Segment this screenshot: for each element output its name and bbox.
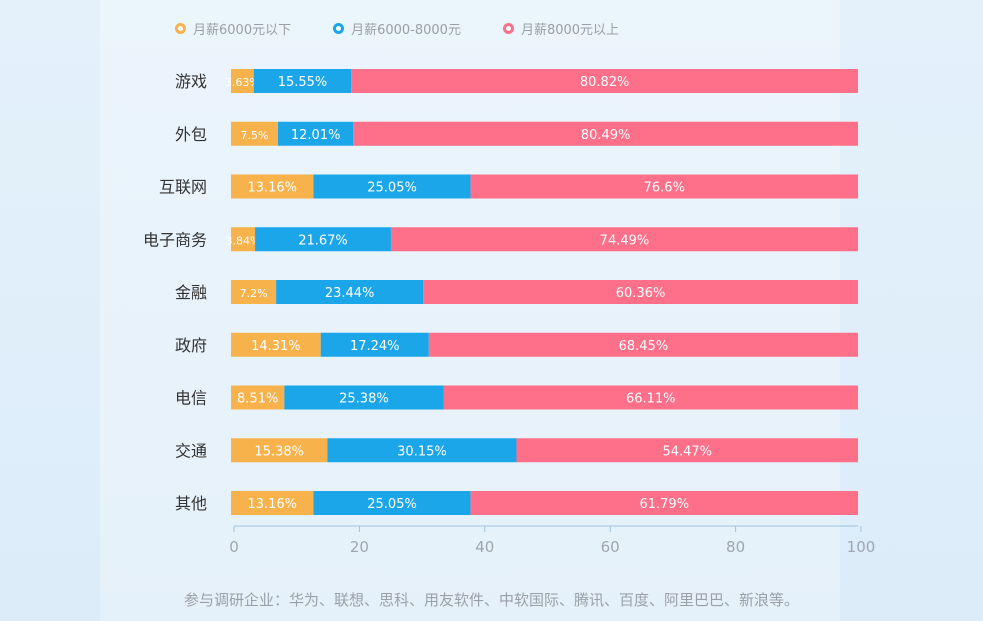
bar-segment[interactable]: [231, 227, 256, 252]
bar-segment[interactable]: [470, 491, 858, 515]
bar-segment[interactable]: [351, 69, 858, 93]
bar-segment[interactable]: [255, 227, 391, 252]
category-label: 其他: [175, 494, 207, 513]
bar-segment[interactable]: [470, 174, 858, 199]
category-label: 电信: [175, 389, 207, 408]
x-tick-label: 0: [229, 538, 239, 556]
bar-value-label: 17.24%: [350, 339, 400, 354]
bar-segment[interactable]: [231, 332, 321, 357]
bar-value-label: 3.84%: [226, 234, 261, 247]
bar-value-label: 21.67%: [298, 233, 348, 248]
bar-segment[interactable]: [276, 280, 424, 304]
bar-value-label: 25.38%: [339, 392, 389, 407]
bar-value-label: 13.16%: [247, 181, 297, 196]
bar-value-label: 15.55%: [278, 75, 328, 90]
category-label: 游戏: [175, 72, 207, 91]
bar-value-label: 25.05%: [367, 181, 417, 196]
legend-item-2[interactable]: 月薪8000元以上: [502, 19, 620, 38]
chart-panel: [100, 0, 840, 621]
bar-value-label: 25.05%: [367, 497, 417, 512]
bar-value-label: 60.36%: [616, 286, 666, 301]
legend-marker: [502, 22, 514, 34]
category-label: 交通: [175, 441, 207, 460]
x-tick-label: 40: [475, 538, 494, 556]
bar-segment[interactable]: [231, 438, 328, 463]
bar-value-label: 74.49%: [600, 233, 650, 248]
bar-value-label: 54.47%: [662, 444, 712, 459]
bar-segment[interactable]: [313, 174, 471, 199]
bar-segment[interactable]: [327, 438, 517, 463]
bar-segment[interactable]: [428, 332, 858, 357]
bar-segment[interactable]: [320, 332, 429, 357]
legend-marker: [333, 22, 345, 34]
bar-value-label: 12.01%: [291, 128, 341, 143]
legend-marker: [175, 22, 186, 34]
legend-label: 月薪6000-8000元: [351, 22, 461, 38]
category-label: 政府: [175, 336, 207, 355]
category-label: 电子商务: [143, 230, 207, 249]
bar-segment[interactable]: [278, 121, 354, 146]
x-tick-label: 100: [847, 538, 876, 556]
bar-segment[interactable]: [313, 491, 471, 515]
bar-value-label: 23.44%: [325, 286, 375, 301]
bar-value-label: 76.6%: [644, 181, 685, 196]
bar-segment[interactable]: [231, 280, 277, 304]
chart-footnote: 参与调研企业：华为、联想、思科、用友软件、中软国际、腾讯、百度、阿里巴巴、新浪等…: [183, 591, 799, 609]
bar-value-label: 13.16%: [247, 497, 297, 512]
bar-segment[interactable]: [231, 69, 254, 93]
bar-segment[interactable]: [231, 121, 279, 146]
bar-segment[interactable]: [516, 438, 858, 463]
bar-segment[interactable]: [443, 385, 858, 410]
bar-value-label: 66.11%: [626, 392, 676, 407]
bar-segment[interactable]: [353, 121, 858, 146]
bar-value-label: 30.15%: [397, 444, 447, 459]
bar-value-label: 7.2%: [240, 287, 268, 300]
x-tick-label: 80: [726, 538, 745, 556]
bar-segment[interactable]: [231, 174, 314, 199]
x-tick-label: 20: [350, 538, 369, 556]
legend-label: 月薪8000元以上: [520, 22, 620, 38]
bar-value-label: 80.49%: [581, 128, 631, 143]
legend-label: 月薪6000元以下: [193, 22, 292, 38]
bar-value-label: 7.5%: [241, 129, 269, 142]
bar-value-label: 68.45%: [619, 339, 669, 354]
bar-value-label: 8.51%: [237, 392, 278, 407]
legend-item-0[interactable]: 月薪6000元以下: [175, 19, 291, 38]
bar-value-label: 3.63%: [225, 76, 260, 89]
category-label: 金融: [175, 283, 207, 302]
category-label: 互联网: [159, 178, 207, 197]
bar-value-label: 61.79%: [639, 497, 689, 512]
bar-segment[interactable]: [253, 69, 352, 93]
bar-value-label: 14.31%: [251, 339, 301, 354]
bar-segment[interactable]: [231, 491, 314, 515]
chart-legend: 月薪6000元以下 月薪6000-8000元 月薪8000元以上: [175, 18, 661, 38]
legend-item-1[interactable]: 月薪6000-8000元: [333, 19, 461, 38]
x-tick-label: 60: [601, 538, 620, 556]
category-label: 外包: [175, 125, 207, 144]
bar-segment[interactable]: [423, 280, 858, 304]
bar-segment[interactable]: [231, 385, 285, 410]
bar-value-label: 15.38%: [254, 444, 304, 459]
bar-value-label: 80.82%: [580, 75, 630, 90]
bar-segment[interactable]: [390, 227, 858, 252]
bar-segment[interactable]: [284, 385, 444, 410]
